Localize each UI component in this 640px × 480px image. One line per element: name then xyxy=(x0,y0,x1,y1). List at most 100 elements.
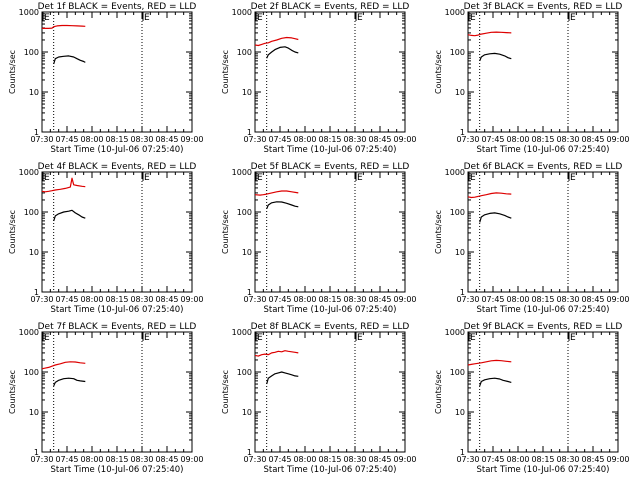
x-tick-label: 09:00 xyxy=(180,455,203,464)
x-tick-label: 09:00 xyxy=(393,455,416,464)
y-axis-label: Counts/sec xyxy=(8,210,17,254)
x-tick-label: 08:15 xyxy=(318,295,341,304)
y-tick-label: 1 xyxy=(247,288,252,297)
x-tick-label: 08:00 xyxy=(506,295,529,304)
y-tick-label: 1 xyxy=(34,448,39,457)
events-series-line xyxy=(266,371,299,385)
y-tick-label: 10 xyxy=(242,88,252,97)
plot-frame xyxy=(467,171,619,293)
chart-panel-6: Det 6f BLACK = Events, RED = LLD 1 10 100 10… xyxy=(434,162,630,315)
lld-series-line xyxy=(42,24,86,29)
plot-frame xyxy=(467,11,619,133)
y-tick-label: 1 xyxy=(34,128,39,137)
y-tick-label: 1 xyxy=(460,128,465,137)
x-tick-label: 07:30 xyxy=(456,135,479,144)
event-marker-label: E xyxy=(144,333,150,343)
y-tick-label: 1 xyxy=(247,448,252,457)
chart-panel-9: Det 9f BLACK = Events, RED = LLD 1 10 100 10… xyxy=(434,322,630,475)
y-tick-label: 100 xyxy=(24,208,39,217)
lld-series-line xyxy=(467,31,512,37)
y-tick-label: 100 xyxy=(237,368,252,377)
y-tick-label: 100 xyxy=(450,368,465,377)
event-marker-label: E xyxy=(44,173,50,183)
x-tick-label: 08:30 xyxy=(130,455,153,464)
y-axis-label: Counts/sec xyxy=(221,50,230,94)
x-tick-label: 08:45 xyxy=(581,295,604,304)
events-series-line xyxy=(266,201,299,210)
x-tick-label: 09:00 xyxy=(393,135,416,144)
lld-series-line xyxy=(41,361,86,370)
x-tick-label: 08:00 xyxy=(293,455,316,464)
x-axis-label: Start Time (10-Jul-06 07:25:40) xyxy=(264,145,397,155)
y-axis-label: Counts/sec xyxy=(221,370,230,414)
x-tick-label: 08:45 xyxy=(155,135,178,144)
y-axis-label: Counts/sec xyxy=(8,370,17,414)
x-axis-label: Start Time (10-Jul-06 07:25:40) xyxy=(477,145,610,155)
y-tick-label: 100 xyxy=(237,208,252,217)
x-tick-label: 08:15 xyxy=(531,455,554,464)
events-series-line xyxy=(479,377,512,387)
x-tick-label: 07:30 xyxy=(30,295,53,304)
x-axis-label: Start Time (10-Jul-06 07:25:40) xyxy=(477,465,610,475)
y-tick-label: 10 xyxy=(29,408,39,417)
y-tick-label: 100 xyxy=(450,48,465,57)
events-series-line xyxy=(53,55,86,65)
events-series-line xyxy=(479,52,512,62)
lld-series-line xyxy=(467,192,512,199)
chart-title: Det 5f BLACK = Events, RED = LLD xyxy=(251,162,410,172)
plot-frame xyxy=(41,331,193,453)
x-tick-label: 08:15 xyxy=(531,295,554,304)
x-tick-label: 08:00 xyxy=(80,135,103,144)
x-tick-label: 08:45 xyxy=(581,455,604,464)
plot-frame xyxy=(41,171,193,293)
x-tick-label: 08:45 xyxy=(368,455,391,464)
event-marker-label: E xyxy=(144,173,150,183)
x-tick-label: 07:45 xyxy=(481,295,504,304)
lld-series-line xyxy=(467,359,512,366)
x-tick-label: 08:30 xyxy=(343,455,366,464)
x-tick-label: 08:15 xyxy=(105,295,128,304)
x-axis-label: Start Time (10-Jul-06 07:25:40) xyxy=(477,305,610,315)
x-tick-label: 08:45 xyxy=(155,455,178,464)
chart-panel-4: Det 4f BLACK = Events, RED = LLD 1 10 100 10… xyxy=(8,162,204,315)
event-marker-label: E xyxy=(44,333,50,343)
y-tick-label: 1000 xyxy=(19,8,39,17)
y-tick-label: 100 xyxy=(24,368,39,377)
x-tick-label: 07:45 xyxy=(481,455,504,464)
y-tick-label: 1 xyxy=(34,288,39,297)
plot-frame xyxy=(467,331,619,453)
x-tick-label: 09:00 xyxy=(606,455,629,464)
x-tick-label: 08:00 xyxy=(506,455,529,464)
y-tick-label: 10 xyxy=(455,248,465,257)
event-marker-label: E xyxy=(357,173,363,183)
y-tick-label: 10 xyxy=(29,88,39,97)
x-axis-label: Start Time (10-Jul-06 07:25:40) xyxy=(51,305,184,315)
chart-panel-7: Det 7f BLACK = Events, RED = LLD 1 10 100 10… xyxy=(8,322,204,475)
chart-title: Det 4f BLACK = Events, RED = LLD xyxy=(38,162,197,172)
x-tick-label: 09:00 xyxy=(606,295,629,304)
events-series-line xyxy=(53,209,86,222)
y-tick-label: 10 xyxy=(455,408,465,417)
x-tick-label: 08:30 xyxy=(556,135,579,144)
event-marker-label: E xyxy=(570,13,576,23)
event-marker-label: E xyxy=(570,173,576,183)
y-tick-label: 1000 xyxy=(19,168,39,177)
y-tick-label: 10 xyxy=(242,408,252,417)
chart-title: Det 3f BLACK = Events, RED = LLD xyxy=(464,2,623,12)
y-tick-label: 1000 xyxy=(445,8,465,17)
y-tick-label: 1000 xyxy=(445,328,465,337)
x-tick-label: 08:45 xyxy=(581,135,604,144)
x-tick-label: 07:45 xyxy=(55,455,78,464)
events-series-line xyxy=(479,212,512,223)
x-tick-label: 07:30 xyxy=(456,295,479,304)
x-tick-label: 07:45 xyxy=(481,135,504,144)
y-axis-label: Counts/sec xyxy=(8,50,17,94)
event-marker-label: E xyxy=(257,13,263,23)
x-tick-label: 07:30 xyxy=(243,135,266,144)
y-tick-label: 1 xyxy=(460,448,465,457)
lld-series-line xyxy=(254,190,299,196)
y-tick-label: 100 xyxy=(24,48,39,57)
event-marker-label: E xyxy=(470,13,476,23)
chart-panel-5: Det 5f BLACK = Events, RED = LLD 1 10 100 10… xyxy=(221,162,417,315)
